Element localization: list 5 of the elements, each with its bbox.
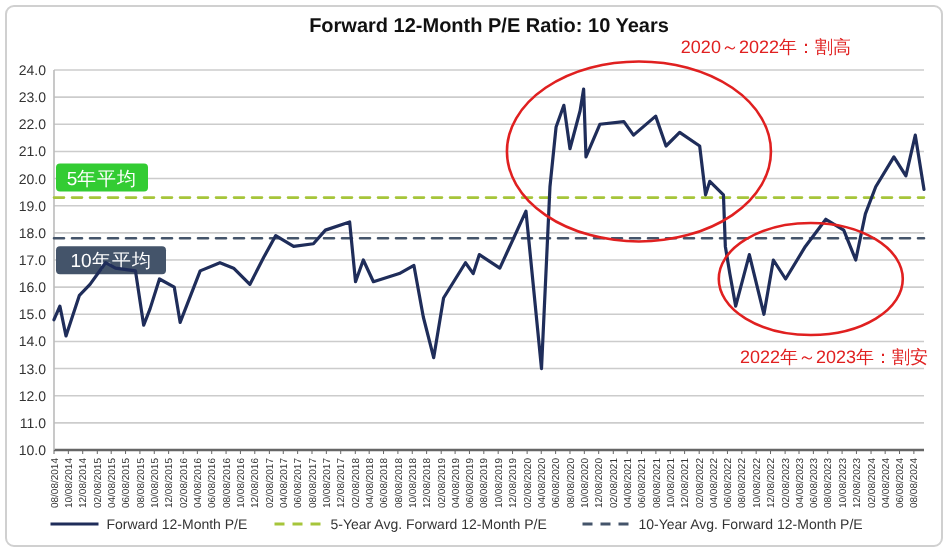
text: 2020～2022年：割高 — [680, 37, 851, 58]
line-series — [52, 87, 926, 371]
annotation: 2022年～2023年：割安 — [739, 347, 928, 367]
chart-title: Forward 12-Month P/E Ratio: 10 Years — [309, 16, 670, 38]
annotation: 5年平均 — [66, 166, 138, 191]
